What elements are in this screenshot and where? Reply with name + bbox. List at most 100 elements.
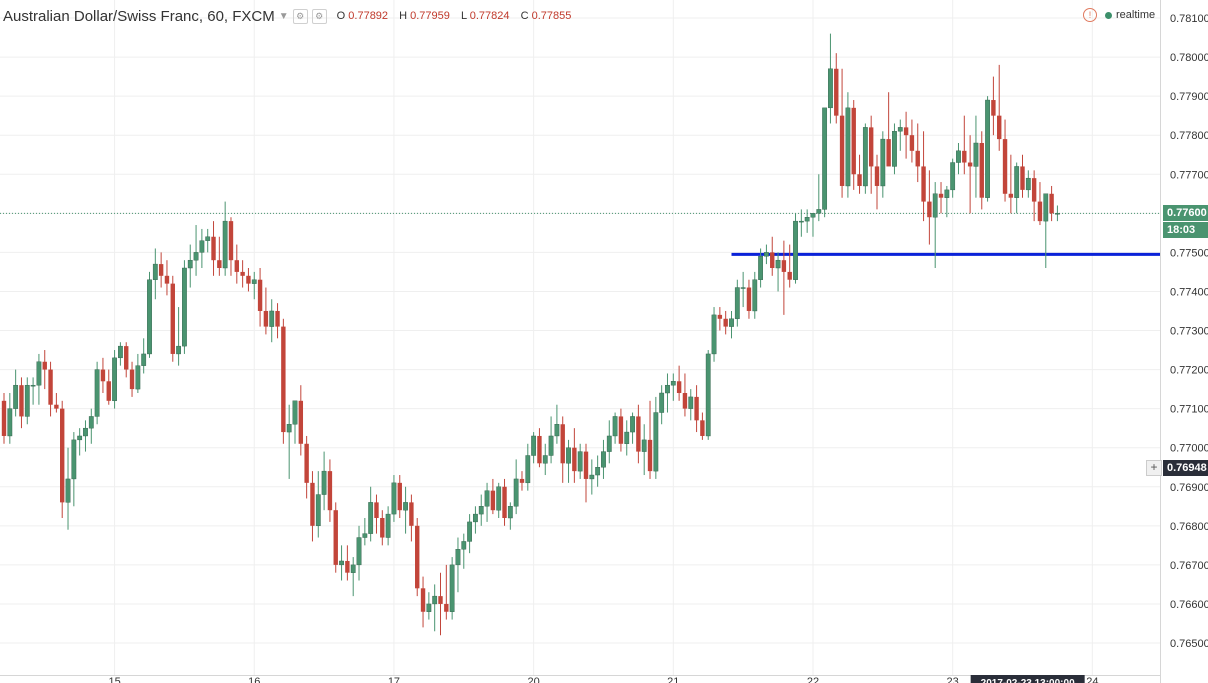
candle-body [670,381,676,386]
price-tick-label: 0.78000 [1170,52,1208,64]
candle-body [1025,177,1031,191]
candle-body [199,240,205,253]
candle-body [176,345,181,355]
candle-body [665,384,670,394]
candle-body [88,416,94,429]
candle-body [862,127,868,187]
candle-body [385,513,391,538]
candle-body [152,263,158,280]
candle-body [572,447,577,472]
candle-body [403,502,408,511]
date-tick-label: 21 [667,676,679,683]
candle-body [30,384,36,387]
candle-body [484,490,490,507]
candle-body [42,361,47,370]
candle-body [257,279,263,311]
candle-body [217,260,222,268]
candle-body [170,283,175,354]
candle-body [397,482,402,511]
date-tick-label: 22 [807,676,819,683]
candle-body [455,549,461,566]
candle-body [1020,166,1025,190]
candle-body [921,166,926,202]
candle-body [1037,201,1043,222]
candle-body [851,107,856,175]
settings-icon-2[interactable]: ⚙ [311,8,327,24]
candle-body [688,396,694,409]
candle-body [275,310,280,327]
price-tick-label: 0.77900 [1170,91,1208,103]
candle-body [839,115,845,186]
candle-body [967,162,973,167]
candle-body [292,400,298,425]
candle-body [187,259,193,269]
settings-icon[interactable]: ⚙ [292,8,308,24]
candle-body [205,236,211,241]
candle-body [519,478,525,483]
candle-body [327,471,333,511]
candle-body [834,68,839,116]
candle-body [65,478,71,503]
candle-body [531,435,537,456]
candle-body [24,384,30,417]
candle-body [927,201,932,218]
candle-body [868,127,874,167]
price-tick-label: 0.77700 [1170,169,1208,181]
candle-body [554,424,560,437]
candle-body [321,470,327,495]
plus-icon[interactable]: + [1146,460,1162,476]
date-tick-label: 17 [388,676,400,683]
candle-body [758,256,764,280]
candle-body [409,502,414,526]
price-tick-label: 0.76800 [1170,521,1208,533]
caret-down-icon[interactable]: ▼ [278,10,289,22]
candle-body [315,494,321,527]
candle-body [60,408,65,503]
candle-body [182,267,187,347]
candle-body [577,451,583,472]
warning-icon[interactable]: ! [1083,8,1097,22]
candle-body [997,115,1002,140]
candle-body [304,443,309,483]
high-label: H [399,10,408,22]
candle-body [798,220,804,223]
candle-body [19,385,24,417]
candle-body [100,369,106,382]
candle-body [117,345,123,359]
candle-body [48,369,53,405]
candle-body [13,384,19,409]
candle-body [985,99,990,198]
candle-body [36,361,42,386]
open-value: 0.77892 [348,10,389,22]
candle-body [269,310,275,327]
symbol-title[interactable]: Australian Dollar/Swiss Franc, 60, FXCM [3,7,275,25]
candle-body [135,365,141,390]
candle-body [94,369,100,417]
candle-body [537,435,542,464]
candle-body [705,353,711,437]
price-tick-label: 0.76900 [1170,482,1208,494]
candle-body [822,107,828,210]
candle-body [286,424,292,433]
candle-body [636,416,641,452]
candle-body [641,439,647,452]
candle-body [880,138,886,187]
candle-body [810,213,816,218]
candle-body [676,381,682,393]
candle-body [415,525,420,589]
candle-body [606,435,612,452]
candle-body [729,318,734,327]
candle-body [962,150,967,163]
candle-body [54,404,59,409]
candle-body [956,150,961,163]
price-tick-label: 0.77500 [1170,247,1208,259]
candle-body [246,275,251,284]
candle-body [903,127,909,136]
candle-body [362,533,368,538]
price-tick-label: 0.77200 [1170,365,1208,377]
candle-body [461,541,467,550]
candle-body [752,279,758,312]
realtime-status[interactable]: ! realtime [1083,8,1155,22]
time-cursor-tag [970,675,1085,683]
